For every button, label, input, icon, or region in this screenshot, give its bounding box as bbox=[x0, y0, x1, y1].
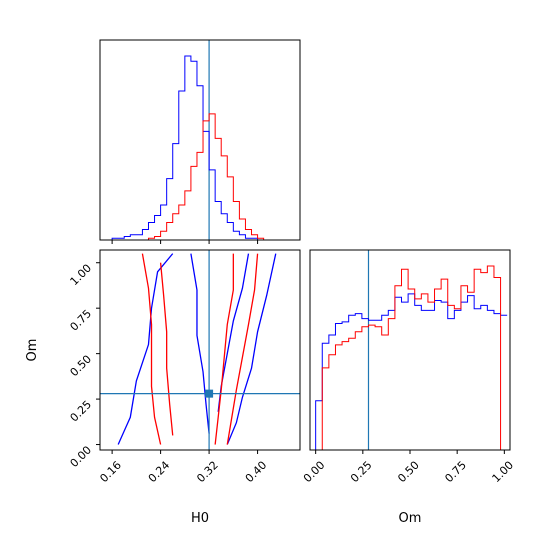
contour-lines bbox=[117, 253, 277, 445]
y-tick-label: 0.00 bbox=[68, 443, 95, 470]
truth-marker bbox=[205, 389, 214, 398]
x-tick-label: 0.75 bbox=[442, 459, 469, 486]
histogram-series-2 bbox=[100, 113, 300, 241]
x-tick-label: 0.32 bbox=[194, 459, 221, 486]
histogram-series-1 bbox=[315, 293, 508, 450]
x-tick-label: 0.25 bbox=[348, 459, 375, 486]
x-tick-label: 0.00 bbox=[301, 459, 328, 486]
panel-frame bbox=[309, 249, 511, 451]
histogram-series-1 bbox=[100, 55, 300, 241]
panel-frame bbox=[99, 39, 301, 241]
x-axis-label: Om bbox=[399, 511, 422, 526]
h0-om-contour-panel: 0.16 0.24 0.32 0.40 0.00 0.25 0.50 0.75 1.00 H0 Om bbox=[25, 249, 301, 526]
y-tick-label: 0.75 bbox=[68, 307, 95, 334]
x-tick-label: 0.24 bbox=[146, 459, 173, 486]
histogram-series-2 bbox=[315, 265, 508, 451]
panel-frame bbox=[99, 249, 301, 451]
om-marginal-panel: 0.00 0.25 0.50 0.75 1.00 Om bbox=[301, 249, 517, 526]
contour-series-2-level-2 bbox=[214, 253, 234, 445]
contour-series-1-level-2 bbox=[226, 253, 277, 445]
x-axis-label: H0 bbox=[191, 511, 209, 526]
y-tick-label: 1.00 bbox=[68, 262, 95, 289]
x-tick-label: 1.00 bbox=[490, 459, 517, 486]
x-tick-label: 0.40 bbox=[243, 459, 270, 486]
y-tick-label: 0.50 bbox=[68, 353, 95, 380]
contour-series-2-level-3 bbox=[159, 262, 174, 436]
contour-series-1-level-1 bbox=[117, 253, 174, 445]
y-tick-label: 0.25 bbox=[68, 398, 95, 425]
contour-series-2-level-4 bbox=[226, 253, 259, 445]
y-axis-label: Om bbox=[25, 339, 40, 362]
x-tick-label: 0.50 bbox=[395, 459, 422, 486]
contour-series-2-level-1 bbox=[141, 253, 162, 445]
h0-marginal-panel bbox=[99, 39, 301, 244]
contour-series-1-level-3 bbox=[190, 253, 210, 434]
x-tick-label: 0.16 bbox=[97, 459, 124, 486]
